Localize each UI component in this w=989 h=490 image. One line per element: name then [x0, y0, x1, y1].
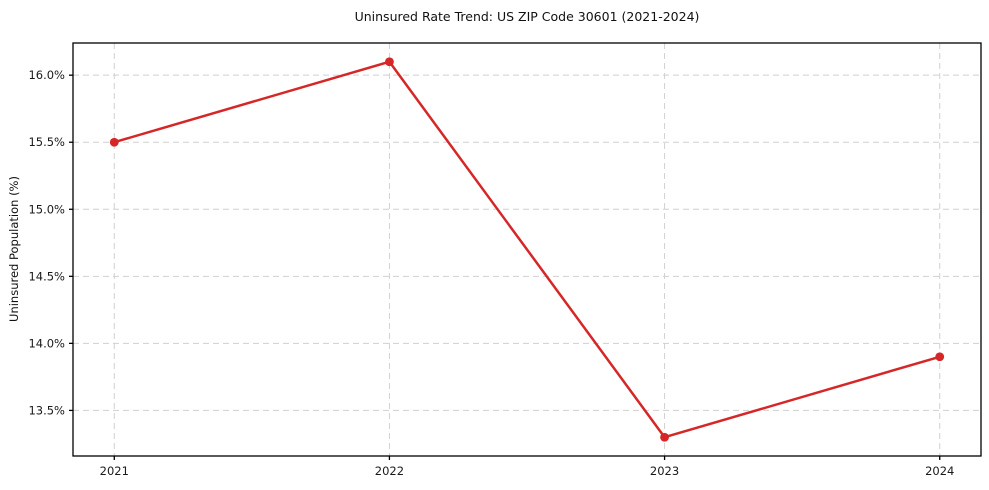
grid-lines: [73, 43, 981, 456]
y-tick-label: 15.0%: [28, 202, 65, 216]
data-points: [109, 57, 945, 442]
data-point: [935, 352, 945, 362]
y-tick-label: 16.0%: [28, 68, 65, 82]
x-tick-label: 2022: [375, 464, 404, 478]
y-tick-label: 13.5%: [28, 403, 65, 417]
axes-box: [72, 42, 982, 457]
axis-ticks: [69, 74, 941, 460]
x-tick-label: 2021: [100, 464, 129, 478]
data-line: [113, 60, 941, 439]
data-point: [385, 57, 394, 67]
chart-title: Uninsured Rate Trend: US ZIP Code 30601 …: [354, 9, 700, 24]
data-point: [109, 137, 119, 147]
y-tick-label: 15.5%: [28, 135, 65, 149]
x-tick-label: 2023: [650, 464, 679, 478]
data-point: [660, 432, 669, 442]
y-tick-label: 14.0%: [28, 336, 65, 350]
y-tick-label: 14.5%: [28, 269, 65, 283]
x-tick-label: 2024: [925, 464, 954, 478]
axis-tick-labels: 13.5% 14.0% 14.5% 15.0% 15.5% 16.0% 2021 2022 20…: [28, 68, 954, 478]
